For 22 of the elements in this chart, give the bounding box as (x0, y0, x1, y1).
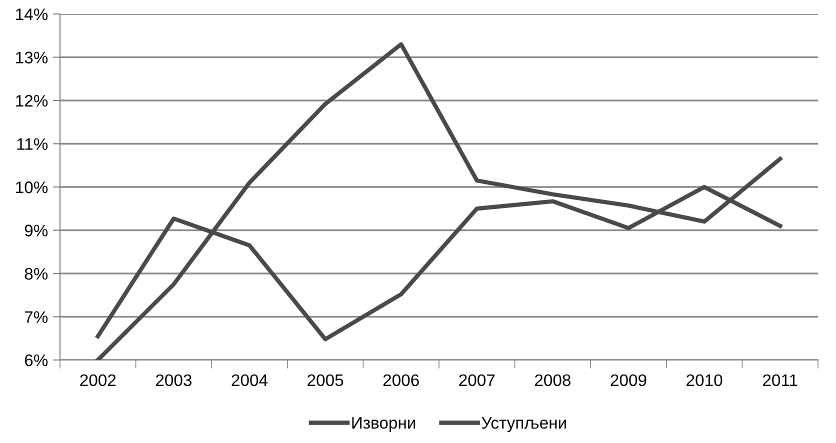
x-tick-label: 2004 (232, 374, 268, 386)
y-tick-label: 8% (24, 268, 48, 280)
x-tick-label: 2011 (763, 374, 798, 386)
legend-label: Уступљени (482, 417, 566, 432)
x-tick-label: 2007 (459, 374, 495, 386)
y-tick-label: 11% (17, 138, 48, 150)
x-tick-label: 2002 (80, 374, 116, 386)
y-tick-label: 10% (16, 181, 48, 194)
y-tick-label: 14% (16, 8, 48, 20)
y-tick-label: 6% (24, 354, 48, 366)
line-series (96, 42, 782, 360)
x-tick-label: 2006 (383, 374, 419, 386)
x-tick-label: 2010 (686, 374, 722, 386)
y-tick-label: 13% (16, 52, 48, 64)
legend-label: Изворни (352, 417, 416, 432)
x-tick-label: 2005 (308, 374, 344, 386)
x-tick-label: 2008 (535, 374, 571, 386)
x-tick-label: 2003 (156, 374, 192, 386)
x-tick-label: 2009 (610, 374, 646, 386)
y-tick-label: 12% (16, 94, 48, 107)
y-tick-label: 7% (24, 311, 48, 323)
y-tick-label: 9% (24, 224, 48, 236)
